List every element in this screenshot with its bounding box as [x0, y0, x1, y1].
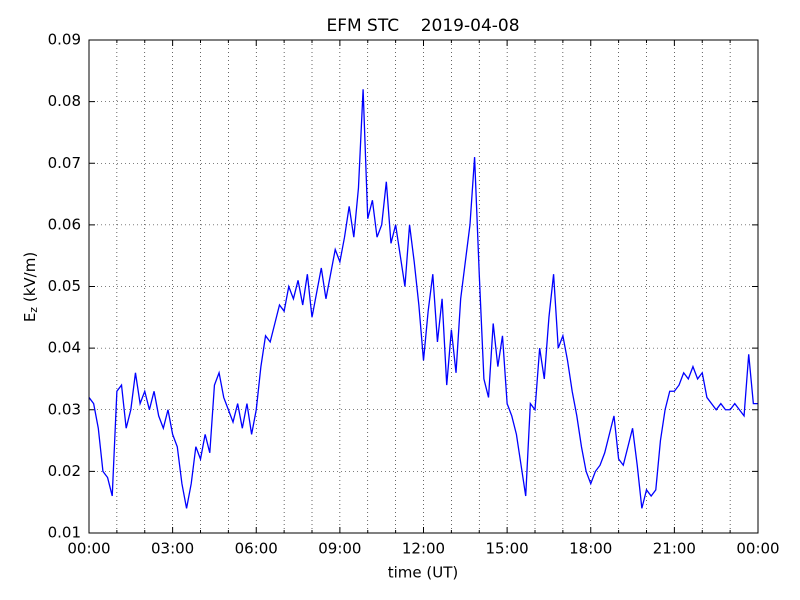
x-tick-label: 18:00: [569, 540, 612, 558]
chart-title: EFM STC 2019-04-08: [326, 16, 519, 36]
x-axis-label: time (UT): [388, 564, 459, 582]
y-tick-label: 0.08: [48, 92, 81, 110]
data-line: [88, 89, 758, 509]
x-tick-label: 06:00: [235, 540, 278, 558]
plot-frame: [88, 39, 759, 534]
y-tick-label: 0.05: [48, 277, 81, 295]
y-tick-label: 0.09: [48, 31, 81, 49]
y-tick-label: 0.01: [48, 524, 81, 542]
y-label-part: E: [21, 313, 39, 322]
x-tick-label: 00:00: [736, 540, 779, 558]
y-axis-label: Ez (kV/m): [21, 252, 41, 322]
x-tick-label: 21:00: [653, 540, 696, 558]
x-tick-label: 00:00: [67, 540, 110, 558]
y-label-part: (kV/m): [21, 252, 39, 307]
y-label-sub: z: [27, 307, 40, 313]
x-tick-label: 15:00: [486, 540, 529, 558]
x-tick-label: 03:00: [151, 540, 194, 558]
y-tick-label: 0.02: [48, 462, 81, 480]
y-tick-label: 0.04: [48, 339, 81, 357]
y-tick-label: 0.06: [48, 215, 81, 233]
x-tick-label: 09:00: [318, 540, 361, 558]
x-tick-label: 12:00: [402, 540, 445, 558]
y-tick-label: 0.03: [48, 400, 81, 418]
y-tick-label: 0.07: [48, 154, 81, 172]
